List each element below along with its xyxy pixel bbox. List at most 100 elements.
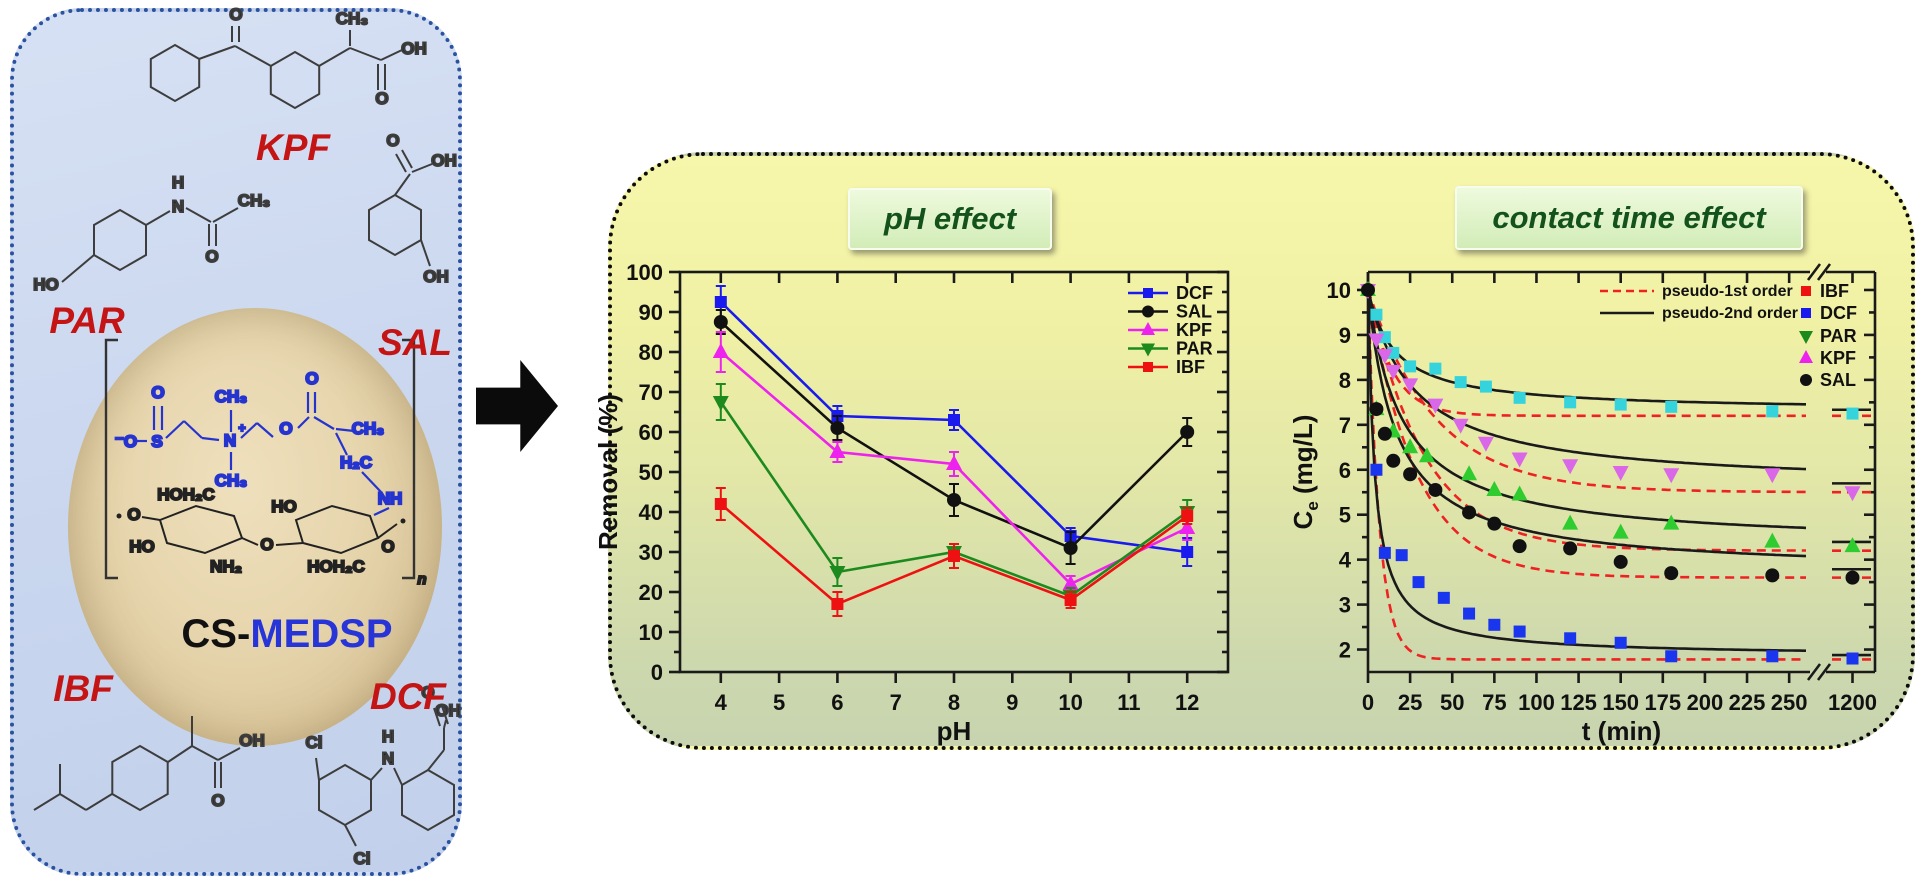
svg-text:60: 60 — [639, 420, 663, 445]
svg-text:IBF: IBF — [1820, 281, 1849, 301]
adsorbent-photo — [68, 308, 442, 746]
svg-text:2: 2 — [1339, 638, 1351, 663]
svg-text:pseudo-2nd order: pseudo-2nd order — [1662, 305, 1798, 322]
dcf-atom: O — [421, 683, 434, 702]
svg-text:PAR: PAR — [1176, 339, 1213, 359]
kpf-atom: CH₃ — [336, 9, 368, 28]
medsp-atom: + — [238, 421, 245, 435]
svg-text:Ce (mg/L): Ce (mg/L) — [1288, 415, 1322, 530]
svg-text:KPF: KPF — [1176, 320, 1212, 340]
svg-text:100: 100 — [1518, 690, 1555, 715]
svg-text:DCF: DCF — [1820, 303, 1857, 323]
chitosan-atom: HO — [129, 537, 155, 556]
medsp-atom: CH₃ — [215, 387, 247, 406]
svg-text:10: 10 — [1327, 278, 1351, 303]
repeat-n-label: n — [417, 571, 426, 588]
chitosan-atom: O — [127, 505, 140, 524]
svg-text:50: 50 — [639, 460, 663, 485]
chitosan-atom: O — [381, 537, 394, 556]
contact-time-title: contact time effect — [1455, 186, 1803, 250]
series-IBF — [714, 487, 1194, 617]
dcf-atom: Cl — [306, 733, 323, 752]
sal-atom: O — [386, 131, 399, 150]
ibf-structure: O OH — [33, 716, 266, 812]
par-atom: O — [205, 247, 218, 266]
svg-text:7: 7 — [890, 690, 902, 715]
svg-text:pH: pH — [937, 716, 972, 746]
svg-text:50: 50 — [1440, 690, 1464, 715]
sal-label: SAL — [378, 322, 452, 363]
svg-text:3: 3 — [1339, 593, 1351, 618]
sal-atom: OH — [431, 151, 457, 170]
svg-text:20: 20 — [639, 580, 663, 605]
kpf-label: KPF — [256, 127, 330, 168]
svg-text:IBF: IBF — [1176, 357, 1205, 377]
svg-text:225: 225 — [1729, 690, 1766, 715]
svg-text:Removal (%): Removal (%) — [593, 394, 623, 550]
svg-text:DCF: DCF — [1176, 283, 1213, 303]
svg-text:25: 25 — [1398, 690, 1422, 715]
svg-text:0: 0 — [651, 660, 663, 685]
ibf-atom: O — [211, 791, 224, 810]
medsp-atom: CH₃ — [215, 471, 247, 490]
chitosan-structure: O HOH₂C HO NH₂ O HO HOH₂C O n — [116, 484, 428, 589]
svg-text:80: 80 — [639, 340, 663, 365]
dcf-label: DCF — [369, 676, 447, 717]
svg-text:70: 70 — [639, 380, 663, 405]
kpf-atom: OH — [401, 39, 427, 58]
svg-text:4: 4 — [715, 690, 728, 715]
medsp-atom: N — [224, 431, 236, 450]
ph-effect-title: pH effect — [848, 188, 1052, 250]
svg-text:125: 125 — [1560, 690, 1597, 715]
svg-text:9: 9 — [1006, 690, 1018, 715]
medsp-atom: NH — [378, 489, 403, 508]
kpf-atom: O — [375, 89, 388, 108]
svg-text:PAR: PAR — [1820, 326, 1857, 346]
dcf-atom: OH — [435, 701, 461, 720]
par-atom: CH₃ — [238, 191, 270, 210]
cs-part: CS- — [181, 612, 251, 656]
series-SAL — [1361, 282, 1860, 585]
par-atom: N — [172, 197, 184, 216]
chitosan-atom: HOH₂C — [157, 485, 215, 504]
dcf-atom: N — [382, 749, 394, 768]
svg-text:250: 250 — [1771, 690, 1808, 715]
svg-text:150: 150 — [1602, 690, 1639, 715]
svg-text:8: 8 — [948, 690, 960, 715]
chitosan-atom: HO — [271, 497, 297, 516]
dcf-atom: H — [382, 727, 394, 746]
svg-text:5: 5 — [773, 690, 785, 715]
par-structure: HO H N O CH₃ — [32, 172, 271, 295]
ibf-atom: OH — [239, 731, 265, 750]
svg-text:10: 10 — [639, 620, 663, 645]
dcf-structure: Cl H N Cl O OH — [305, 682, 462, 869]
svg-text:9: 9 — [1339, 323, 1351, 348]
svg-text:11: 11 — [1117, 690, 1140, 715]
charts-panel — [608, 152, 1915, 750]
svg-text:40: 40 — [639, 500, 663, 525]
medsp-structure: O ⁻O S CH₃ N + CH₃ O O CH₃ H₂C NH — [114, 368, 403, 516]
chitosan-atom: NH₂ — [210, 557, 242, 576]
svg-text:75: 75 — [1482, 690, 1506, 715]
svg-text:10: 10 — [1058, 690, 1082, 715]
par-label: PAR — [49, 300, 125, 341]
medsp-atom: O — [305, 369, 318, 388]
svg-text:8: 8 — [1339, 368, 1351, 393]
material-name: CS-MEDSP — [147, 612, 427, 657]
svg-text:4: 4 — [1339, 548, 1352, 573]
medsp-part: MEDSP — [250, 612, 393, 656]
chitosan-atom: O — [260, 535, 273, 554]
dcf-atom: Cl — [354, 849, 371, 868]
svg-text:1200: 1200 — [1828, 690, 1877, 715]
svg-text:t (min): t (min) — [1582, 716, 1661, 746]
series-SAL — [713, 309, 1195, 565]
medsp-atom: O — [279, 419, 292, 438]
svg-text:5: 5 — [1339, 503, 1351, 528]
kpf-atom: O — [229, 5, 242, 24]
svg-text:0: 0 — [1362, 690, 1374, 715]
medsp-atom: S — [151, 432, 162, 451]
ph-effect-chart: 0 10 20 30 40 50 60 70 80 90 100 4 5 6 7 8 9 10 11 12 pH Remo… — [593, 260, 1230, 746]
series-DCF — [714, 285, 1194, 567]
